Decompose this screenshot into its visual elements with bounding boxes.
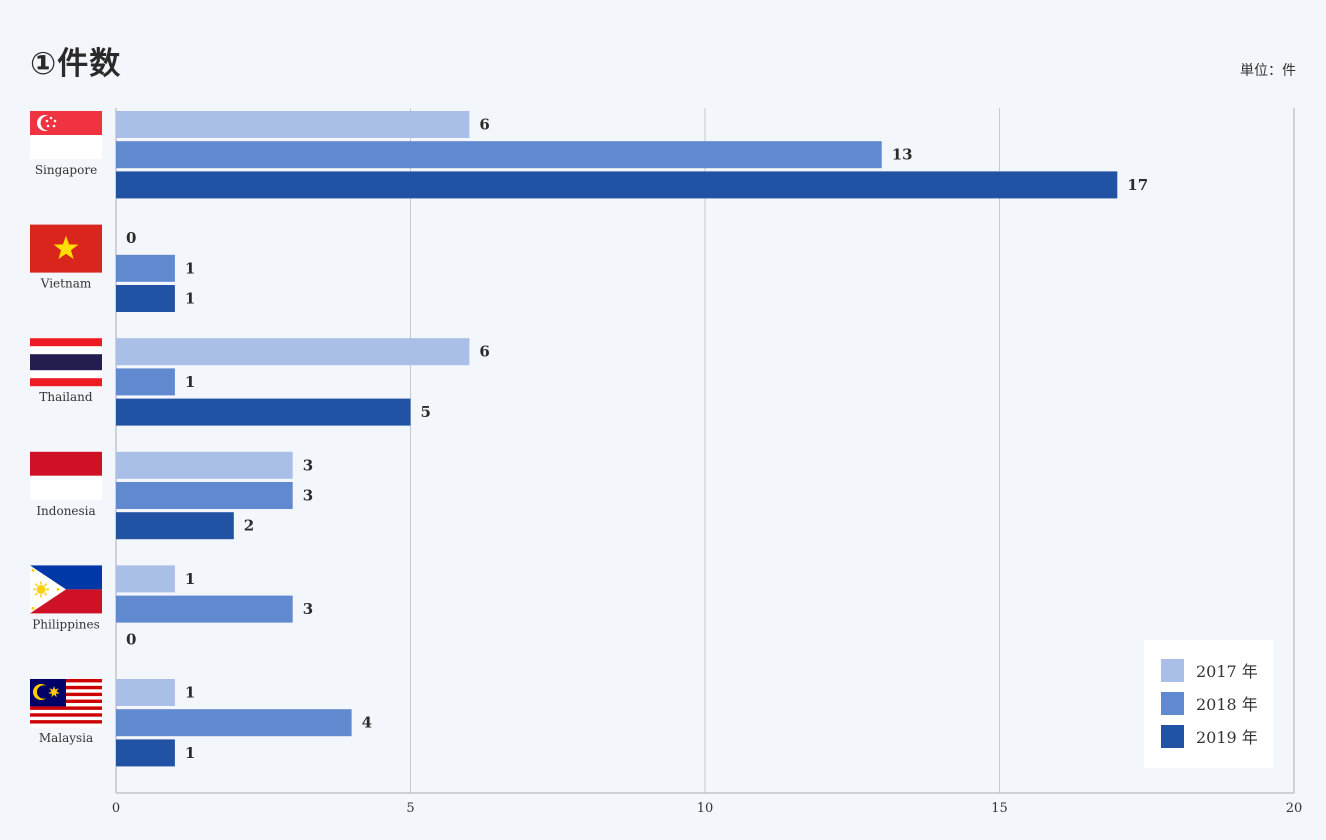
bar-value-label: 1 (185, 259, 195, 277)
bar (116, 338, 470, 366)
bar-value-label: 1 (185, 290, 195, 308)
x-tick-label: 15 (991, 801, 1008, 816)
bar-value-label: 0 (126, 229, 136, 247)
bar-value-label: 17 (1127, 176, 1148, 194)
x-tick-label: 0 (112, 801, 120, 816)
category-label: Thailand (39, 390, 92, 404)
bar (116, 368, 175, 396)
category-labels: Singapore Vietnam Thailand Indonesia Philipp… (32, 163, 100, 745)
legend: 2017 年 2018 年 2019 年 (1144, 640, 1273, 768)
philippines-flag-icon (30, 565, 102, 614)
bar (116, 595, 293, 623)
category-label: Malaysia (39, 731, 93, 745)
bar-value-label: 1 (185, 570, 195, 588)
legend-item-2017: 2017 年 (1161, 658, 1258, 682)
bar (116, 111, 470, 138)
unit-label: 単位：件 (1240, 63, 1296, 79)
category-label: Philippines (32, 617, 100, 631)
x-tick-label: 10 (697, 801, 714, 816)
bar-value-label: 3 (303, 487, 313, 505)
x-tick-label: 20 (1286, 801, 1303, 816)
legend-label-2019: 2019 年 (1196, 728, 1258, 747)
category-label: Singapore (35, 163, 97, 177)
bar-value-label: 5 (421, 403, 431, 421)
bar-value-label: 13 (892, 146, 913, 164)
bar-value-label: 6 (479, 343, 489, 361)
bar (116, 565, 175, 593)
country-flags (30, 111, 102, 728)
bar (116, 285, 175, 312)
category-label: Vietnam (40, 277, 92, 291)
bar (116, 451, 293, 479)
malaysia-flag-icon (30, 679, 102, 728)
bar-value-label: 1 (185, 684, 195, 702)
indonesia-flag-icon (30, 451, 102, 500)
bar (116, 141, 882, 169)
legend-swatch-2017 (1161, 658, 1184, 682)
vietnam-flag-icon (30, 224, 102, 273)
bar (116, 709, 352, 737)
bar-value-label: 3 (303, 456, 313, 474)
singapore-flag-icon (30, 111, 102, 159)
gridlines (115, 108, 1295, 794)
bars (116, 111, 1118, 767)
chart-title: ①件数 (30, 46, 122, 82)
bar (116, 679, 175, 706)
thailand-flag-icon (30, 338, 102, 387)
legend-item-2018: 2018 年 (1161, 691, 1258, 715)
x-tick-label: 5 (406, 801, 414, 816)
x-axis-ticks: 0 5 10 15 20 (112, 801, 1302, 816)
legend-label-2017: 2017 年 (1196, 662, 1258, 681)
bar (116, 171, 1118, 199)
bar (116, 398, 411, 426)
bar-value-label: 0 (126, 630, 136, 648)
bar (116, 739, 175, 767)
legend-swatch-2018 (1161, 691, 1184, 715)
bar-value-label: 6 (479, 116, 489, 134)
bar-value-label: 4 (362, 714, 372, 732)
bar (116, 512, 234, 540)
legend-swatch-2019 (1161, 724, 1184, 748)
bar (116, 254, 175, 282)
bar-value-label: 1 (185, 744, 195, 762)
category-label: Indonesia (36, 504, 95, 518)
bar-value-label: 1 (185, 373, 195, 391)
legend-item-2019: 2019 年 (1161, 724, 1258, 748)
bar-value-label: 3 (303, 600, 313, 618)
legend-label-2018: 2018 年 (1196, 695, 1258, 714)
bar (116, 482, 293, 509)
bar-value-label: 2 (244, 517, 254, 535)
